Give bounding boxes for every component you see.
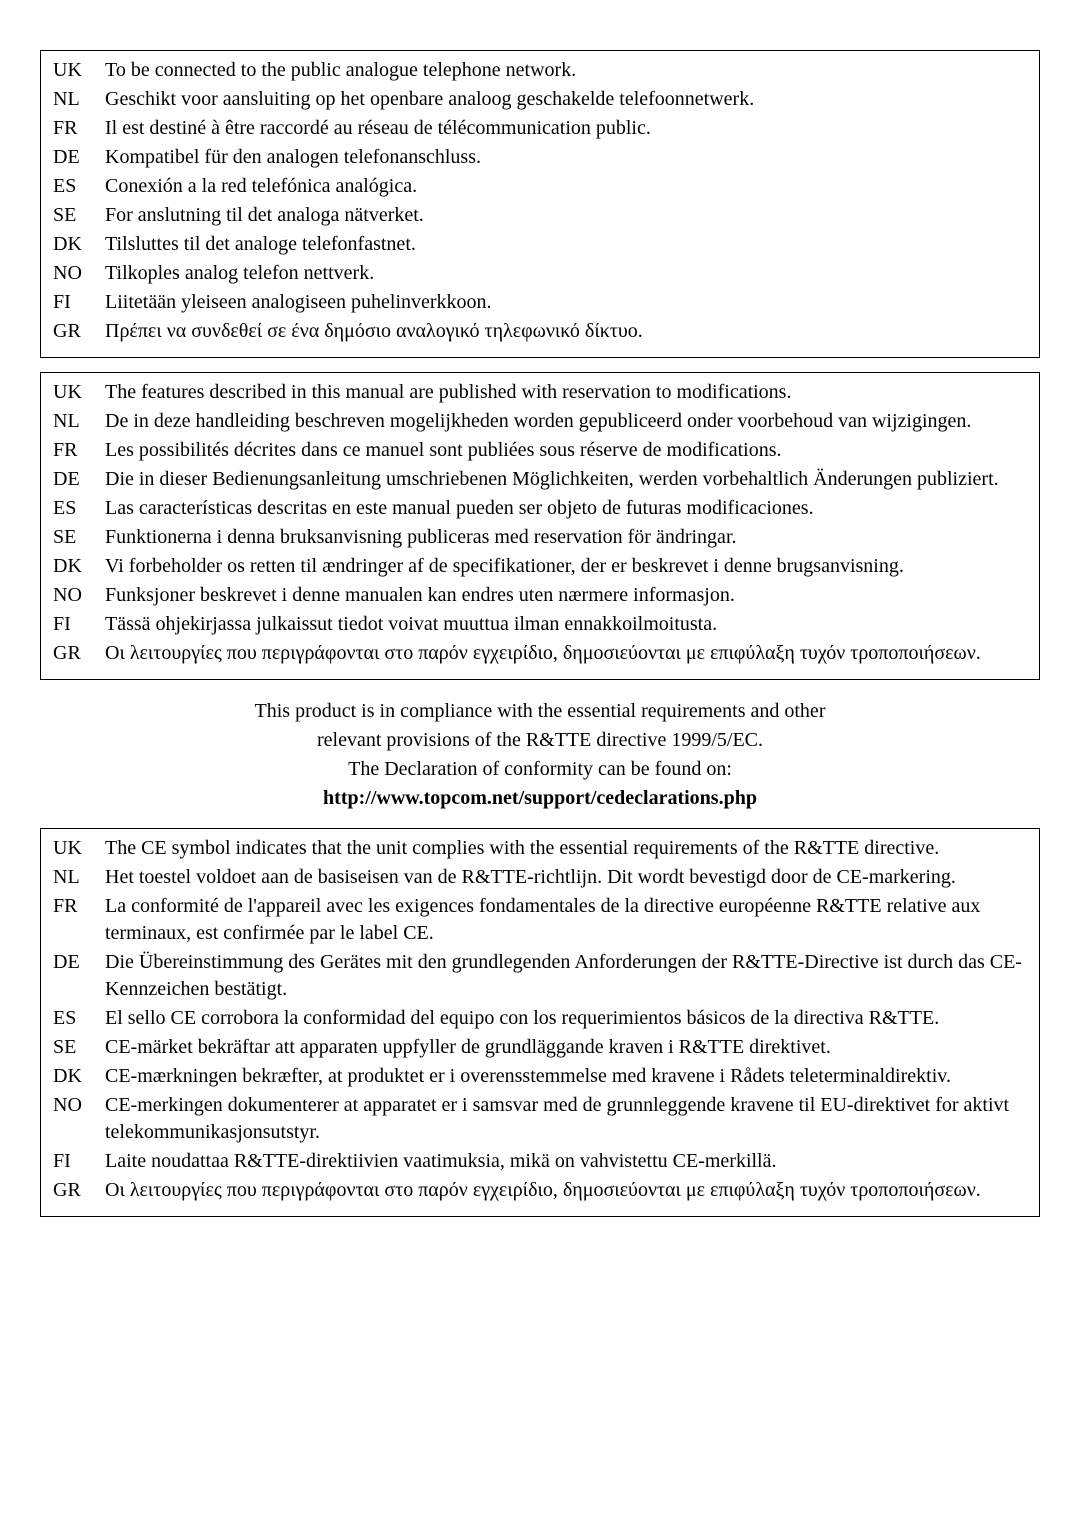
lang-code: DK bbox=[53, 1063, 105, 1090]
lang-text: Tässä ohjekirjassa julkaissut tiedot voi… bbox=[105, 611, 1027, 638]
lang-text: Vi forbeholder os retten til ændringer a… bbox=[105, 553, 1027, 580]
lang-code: FR bbox=[53, 893, 105, 920]
lang-row: GRΠρέπει να συνδεθεί σε ένα δημόσιο αναλ… bbox=[53, 318, 1027, 345]
lang-row: NLDe in deze handleiding beschreven moge… bbox=[53, 408, 1027, 435]
lang-text: De in deze handleiding beschreven mogeli… bbox=[105, 408, 1027, 435]
lang-text: Funksjoner beskrevet i denne manualen ka… bbox=[105, 582, 1027, 609]
lang-code: FI bbox=[53, 289, 105, 316]
lang-code: ES bbox=[53, 1005, 105, 1032]
lang-row: FILaite noudattaa R&TTE-direktiivien vaa… bbox=[53, 1148, 1027, 1175]
lang-code: DE bbox=[53, 466, 105, 493]
lang-row: NLHet toestel voldoet aan de basiseisen … bbox=[53, 864, 1027, 891]
compliance-line-2: relevant provisions of the R&TTE directi… bbox=[40, 727, 1040, 754]
lang-row: DKTilsluttes til det analoge telefonfast… bbox=[53, 231, 1027, 258]
lang-row: UKThe CE symbol indicates that the unit … bbox=[53, 835, 1027, 862]
lang-text: For anslutning til det analoga nätverket… bbox=[105, 202, 1027, 229]
lang-text: Die Übereinstimmung des Gerätes mit den … bbox=[105, 949, 1027, 1003]
lang-code: NO bbox=[53, 260, 105, 287]
lang-code: UK bbox=[53, 835, 105, 862]
compliance-line-3: The Declaration of conformity can be fou… bbox=[40, 756, 1040, 783]
lang-code: GR bbox=[53, 1177, 105, 1204]
lang-row: ESEl sello CE corrobora la conformidad d… bbox=[53, 1005, 1027, 1032]
lang-code: DE bbox=[53, 949, 105, 976]
lang-text: Tilkoples analog telefon nettverk. bbox=[105, 260, 1027, 287]
lang-row: UKTo be connected to the public analogue… bbox=[53, 57, 1027, 84]
lang-code: GR bbox=[53, 318, 105, 345]
lang-row: FRLa conformité de l'appareil avec les e… bbox=[53, 893, 1027, 947]
lang-text: Conexión a la red telefónica analógica. bbox=[105, 173, 1027, 200]
lang-row: NOFunksjoner beskrevet i denne manualen … bbox=[53, 582, 1027, 609]
lang-row: SEFunktionerna i denna bruksanvisning pu… bbox=[53, 524, 1027, 551]
compliance-url: http://www.topcom.net/support/cedeclarat… bbox=[40, 785, 1040, 812]
lang-row: GRΟι λειτουργίες που περιγράφονται στο π… bbox=[53, 640, 1027, 667]
lang-row: NOTilkoples analog telefon nettverk. bbox=[53, 260, 1027, 287]
lang-text: Πρέπει να συνδεθεί σε ένα δημόσιο αναλογ… bbox=[105, 318, 1027, 345]
lang-code: FI bbox=[53, 1148, 105, 1175]
lang-code: NO bbox=[53, 582, 105, 609]
lang-text: Liitetään yleiseen analogiseen puhelinve… bbox=[105, 289, 1027, 316]
lang-row: SEFor anslutning til det analoga nätverk… bbox=[53, 202, 1027, 229]
lang-row: GRΟι λειτουργίες που περιγράφονται στο π… bbox=[53, 1177, 1027, 1204]
lang-row: DEKompatibel für den analogen telefonans… bbox=[53, 144, 1027, 171]
lang-text: Funktionerna i denna bruksanvisning publ… bbox=[105, 524, 1027, 551]
lang-text: Tilsluttes til det analoge telefonfastne… bbox=[105, 231, 1027, 258]
lang-code: NO bbox=[53, 1092, 105, 1119]
lang-text: El sello CE corrobora la conformidad del… bbox=[105, 1005, 1027, 1032]
lang-row: NOCE-merkingen dokumenterer at apparatet… bbox=[53, 1092, 1027, 1146]
compliance-statement: This product is in compliance with the e… bbox=[40, 698, 1040, 812]
lang-text: Het toestel voldoet aan de basiseisen va… bbox=[105, 864, 1027, 891]
lang-row: FRIl est destiné à être raccordé au rése… bbox=[53, 115, 1027, 142]
box-network: UKTo be connected to the public analogue… bbox=[40, 50, 1040, 358]
lang-row: DKCE-mærkningen bekræfter, at produktet … bbox=[53, 1063, 1027, 1090]
lang-code: DK bbox=[53, 553, 105, 580]
lang-row: ESLas características descritas en este … bbox=[53, 495, 1027, 522]
lang-code: FR bbox=[53, 115, 105, 142]
compliance-line-1: This product is in compliance with the e… bbox=[40, 698, 1040, 725]
lang-row: ESConexión a la red telefónica analógica… bbox=[53, 173, 1027, 200]
box-ce-symbol: UKThe CE symbol indicates that the unit … bbox=[40, 828, 1040, 1217]
lang-code: FR bbox=[53, 437, 105, 464]
lang-text: Les possibilités décrites dans ce manuel… bbox=[105, 437, 1027, 464]
box-modifications: UKThe features described in this manual … bbox=[40, 372, 1040, 680]
lang-row: NLGeschikt voor aansluiting op het openb… bbox=[53, 86, 1027, 113]
lang-row: FRLes possibilités décrites dans ce manu… bbox=[53, 437, 1027, 464]
lang-row: FITässä ohjekirjassa julkaissut tiedot v… bbox=[53, 611, 1027, 638]
lang-text: CE-merkingen dokumenterer at apparatet e… bbox=[105, 1092, 1027, 1146]
lang-code: DE bbox=[53, 144, 105, 171]
lang-code: NL bbox=[53, 864, 105, 891]
lang-code: UK bbox=[53, 379, 105, 406]
lang-text: The features described in this manual ar… bbox=[105, 379, 1027, 406]
lang-text: Geschikt voor aansluiting op het openbar… bbox=[105, 86, 1027, 113]
lang-text: La conformité de l'appareil avec les exi… bbox=[105, 893, 1027, 947]
lang-code: NL bbox=[53, 408, 105, 435]
lang-text: Οι λειτουργίες που περιγράφονται στο παρ… bbox=[105, 640, 1027, 667]
lang-code: SE bbox=[53, 1034, 105, 1061]
lang-row: SECE-märket bekräftar att apparaten uppf… bbox=[53, 1034, 1027, 1061]
lang-text: Kompatibel für den analogen telefonansch… bbox=[105, 144, 1027, 171]
lang-text: CE-märket bekräftar att apparaten uppfyl… bbox=[105, 1034, 1027, 1061]
lang-row: DKVi forbeholder os retten til ændringer… bbox=[53, 553, 1027, 580]
lang-row: DEDie Übereinstimmung des Gerätes mit de… bbox=[53, 949, 1027, 1003]
lang-code: GR bbox=[53, 640, 105, 667]
lang-code: NL bbox=[53, 86, 105, 113]
lang-code: ES bbox=[53, 495, 105, 522]
lang-row: UKThe features described in this manual … bbox=[53, 379, 1027, 406]
lang-text: Laite noudattaa R&TTE-direktiivien vaati… bbox=[105, 1148, 1027, 1175]
lang-row: FILiitetään yleiseen analogiseen puhelin… bbox=[53, 289, 1027, 316]
lang-text: Il est destiné à être raccordé au réseau… bbox=[105, 115, 1027, 142]
lang-text: Las características descritas en este ma… bbox=[105, 495, 1027, 522]
lang-code: DK bbox=[53, 231, 105, 258]
lang-row: DEDie in dieser Bedienungsanleitung umsc… bbox=[53, 466, 1027, 493]
lang-text: The CE symbol indicates that the unit co… bbox=[105, 835, 1027, 862]
lang-code: UK bbox=[53, 57, 105, 84]
lang-text: To be connected to the public analogue t… bbox=[105, 57, 1027, 84]
lang-code: SE bbox=[53, 524, 105, 551]
lang-text: Οι λειτουργίες που περιγράφονται στο παρ… bbox=[105, 1177, 1027, 1204]
lang-text: Die in dieser Bedienungsanleitung umschr… bbox=[105, 466, 1027, 493]
lang-code: SE bbox=[53, 202, 105, 229]
lang-code: ES bbox=[53, 173, 105, 200]
lang-text: CE-mærkningen bekræfter, at produktet er… bbox=[105, 1063, 1027, 1090]
lang-code: FI bbox=[53, 611, 105, 638]
